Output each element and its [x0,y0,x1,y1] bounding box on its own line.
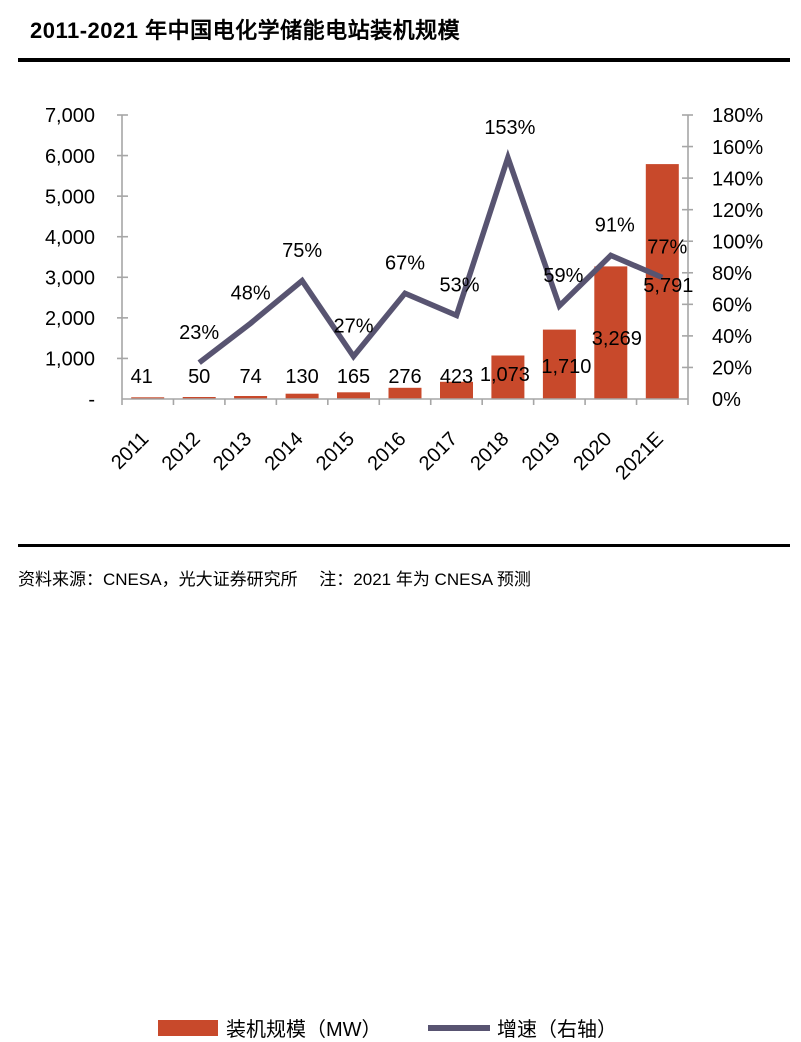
growth-line [197,148,664,365]
right-axis-tick-label: 0% [712,389,741,411]
left-axis-tick-label: 4,000 [45,227,95,249]
right-axis-tick-label: 100% [712,231,763,253]
bar-value-label: 130 [285,366,318,388]
right-axis-tick-label: 80% [712,263,752,285]
bar-value-label: 74 [239,366,261,388]
bar-value-label: 1,710 [541,356,591,378]
bar-2011 [131,397,165,399]
x-axis-category-label: 2016 [364,428,411,475]
x-axis-category-label: 2021E [611,428,667,484]
bar-2016 [388,387,422,399]
legend-label-installed-capacity: 装机规模（MW） [226,1019,382,1041]
chart-canvas: 7,000 6,000 5,000 4,000 3,000 2,000 1,000 - 180%… [45,105,763,484]
left-axis-tick-label: 1,000 [45,349,95,371]
left-axis-tick-label: 3,000 [45,267,95,289]
left-axis-tick-label: 2,000 [45,308,95,330]
x-axis-category-label: 2018 [466,428,513,475]
bar-2020 [594,266,628,399]
right-axis-tick-label: 40% [712,326,752,348]
growth-rate-label: 91% [595,215,635,237]
page-title: 2011-2021 年中国电化学储能电站装机规模 [30,18,461,43]
bar-series-swatch [158,1019,218,1036]
x-axis-category-label: 2015 [312,428,359,475]
growth-rate-label: 67% [385,253,425,275]
bar-2012 [182,397,216,399]
bar-value-label: 50 [188,366,210,388]
bar-value-label: 5,791 [643,275,693,297]
source-note: 资料来源：CNESA，光大证券研究所 注：2021 年为 CNESA 预测 [18,570,531,589]
right-axis-tick-label: 140% [712,168,763,190]
growth-rate-label: 53% [439,275,479,297]
legend-item-installed-capacity: 装机规模（MW） [158,1013,382,1042]
growth-rate-label: 27% [333,316,373,338]
x-axis-category-label: 2020 [569,428,616,475]
x-axis-category-label: 2014 [261,428,308,475]
right-axis-tick-label: 160% [712,137,763,159]
left-axis-tick-label: 6,000 [45,146,95,168]
left-axis-tick-label: 7,000 [45,105,95,127]
x-axis-category-label: 2013 [209,428,256,475]
bar-2019 [542,329,576,399]
bar-2013 [234,396,268,399]
bar-2015 [337,392,370,399]
right-axis-tick-label: 60% [712,295,752,317]
bar-2021E [645,164,679,399]
bar-value-label: 41 [131,366,153,388]
right-axis-tick-label: 180% [712,105,763,127]
x-axis-category-label: 2011 [107,428,153,474]
bar-value-label: 165 [337,366,370,388]
growth-rate-label: 23% [179,322,219,344]
bar-2018 [491,355,525,399]
legend-item-growth-rate: 增速（右轴） [428,1013,617,1042]
footer-rule [18,544,790,547]
growth-rate-label: 77% [647,237,687,259]
x-axis-category-label: 2017 [415,428,462,475]
bar-value-label: 1,073 [480,364,530,386]
left-axis-tick-label: - [88,389,95,411]
bar-2017 [440,381,473,399]
x-axis-category-label: 2012 [158,428,205,475]
legend-label-growth-rate: 增速（右轴） [497,1019,617,1041]
x-axis-category-label: 2019 [518,428,565,475]
left-axis-tick-label: 5,000 [45,186,95,208]
growth-rate-label: 59% [543,265,583,287]
bar-value-label: 423 [440,366,473,388]
bar-value-label: 3,269 [592,328,642,350]
title-underline [18,58,790,62]
right-axis-tick-label: 20% [712,358,752,380]
chart-legend: 装机规模（MW） 增速（右轴） [0,505,801,1041]
growth-rate-label: 75% [282,240,322,262]
growth-rate-label: 153% [484,117,535,139]
bar-value-label: 276 [388,366,421,388]
growth-rate-label: 48% [231,283,271,305]
line-series-swatch [428,1024,490,1031]
bar-2014 [285,393,319,399]
right-axis-tick-label: 120% [712,200,763,222]
